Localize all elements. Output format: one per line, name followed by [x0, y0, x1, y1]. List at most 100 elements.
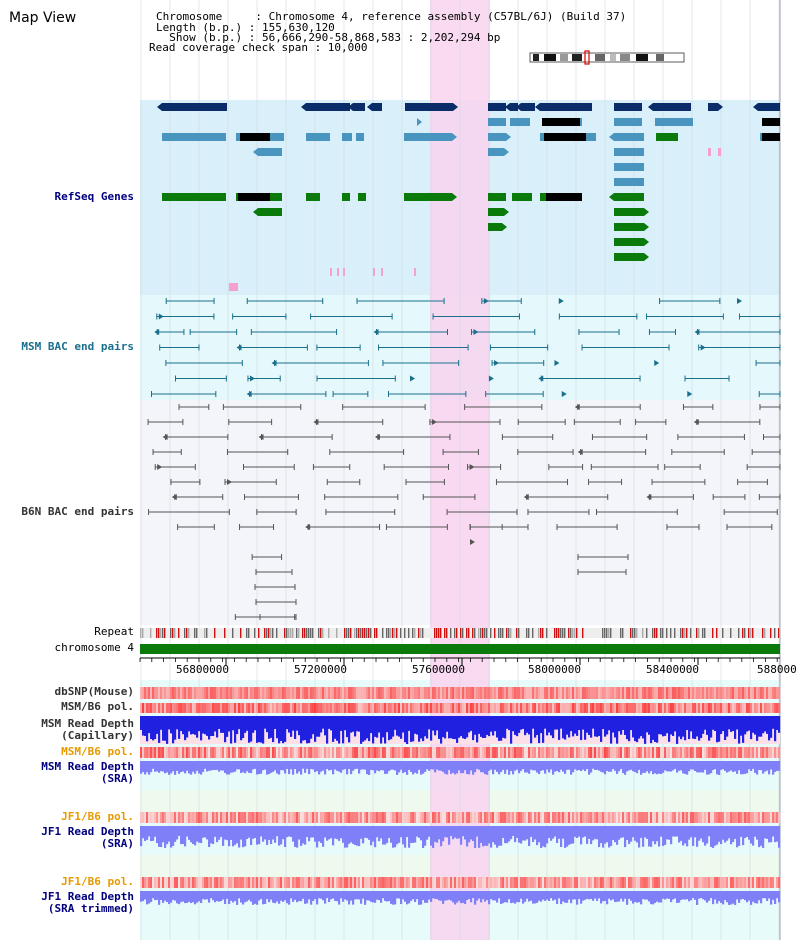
- pol-heat: [626, 877, 629, 888]
- bac-end-arrow: [687, 391, 693, 397]
- jf1-trim-depth-bar: [378, 891, 381, 901]
- track-label-jf1-b6-pol-1[interactable]: JF1/B6 pol.: [61, 810, 134, 823]
- jf1-depth-bar: [522, 826, 525, 841]
- repeat-mark: [778, 628, 780, 638]
- jf1-depth-bar: [240, 826, 243, 840]
- gene-block: [306, 193, 320, 201]
- jf1-trim-depth-bar: [772, 891, 775, 900]
- pol-heat: [230, 877, 233, 888]
- pol-heat: [466, 703, 469, 713]
- pol-heat: [228, 812, 231, 823]
- msm-sra-depth-bar: [360, 761, 363, 770]
- pol-heat: [186, 703, 189, 713]
- track-label-msm-depth-sra-1[interactable]: MSM Read Depth: [41, 760, 134, 773]
- jf1-trim-depth-bar: [396, 891, 399, 899]
- msm-cap-depth-bar: [514, 716, 517, 735]
- jf1-depth-bar: [324, 826, 327, 838]
- msm-cap-depth-bar: [142, 716, 145, 736]
- pol-heat: [524, 703, 527, 713]
- track-label-repeat[interactable]: Repeat: [94, 625, 134, 638]
- pol-heat: [710, 812, 713, 823]
- msm-cap-depth-bar: [284, 716, 287, 742]
- jf1-trim-depth-bar: [342, 891, 345, 902]
- dbsnp-heat: [140, 687, 143, 699]
- track-label-chromosome[interactable]: chromosome 4: [54, 641, 134, 654]
- msm-sra-depth-bar: [530, 761, 533, 770]
- pol-heat: [550, 812, 553, 823]
- pol-heat: [282, 877, 285, 888]
- jf1-depth-bar: [386, 826, 389, 843]
- jf1-depth-bar: [400, 826, 403, 838]
- pol-heat: [594, 877, 597, 888]
- dbsnp-heat: [746, 687, 749, 699]
- pol-heat: [186, 812, 189, 823]
- pol-heat: [434, 877, 437, 888]
- repeat-mark: [408, 628, 410, 638]
- msm-sra-depth-bar: [402, 761, 405, 773]
- pol-heat: [426, 877, 429, 888]
- dbsnp-heat: [296, 687, 299, 699]
- pol-heat: [670, 703, 673, 713]
- repeat-mark: [564, 628, 566, 638]
- pol-heat: [376, 877, 379, 888]
- pol-heat: [778, 747, 781, 758]
- pol-heat: [280, 877, 283, 888]
- dbsnp-heat: [528, 687, 531, 699]
- msm-sra-depth-bar: [364, 761, 367, 770]
- pol-heat: [592, 747, 595, 758]
- pol-heat: [352, 703, 355, 713]
- track-label-b6n-bac[interactable]: B6N BAC end pairs: [21, 505, 134, 518]
- pol-heat: [512, 747, 515, 758]
- pol-heat: [248, 747, 251, 758]
- track-label-msm-b6-pol-2[interactable]: MSM/B6 pol.: [61, 745, 134, 758]
- jf1-depth-bar: [410, 826, 413, 843]
- pol-heat: [734, 812, 737, 823]
- msm-cap-depth-bar: [190, 716, 193, 735]
- msm-sra-depth-bar: [598, 761, 601, 771]
- pol-heat: [414, 747, 417, 758]
- pol-heat: [480, 812, 483, 823]
- msm-cap-depth-bar: [340, 716, 343, 731]
- repeat-mark: [652, 628, 654, 638]
- jf1-depth-bar: [222, 826, 225, 846]
- dbsnp-heat: [232, 687, 235, 699]
- jf1-trim-depth-bar: [478, 891, 481, 899]
- track-label-dbsnp[interactable]: dbSNP(Mouse): [54, 685, 134, 698]
- pol-heat: [450, 747, 453, 758]
- msm-cap-depth-bar: [742, 716, 745, 743]
- pol-heat: [372, 812, 375, 823]
- track-label-msm-bac[interactable]: MSM BAC end pairs: [21, 340, 134, 353]
- pol-heat: [574, 812, 577, 823]
- msm-sra-depth-bar: [432, 761, 435, 770]
- pol-heat: [274, 812, 277, 823]
- msm-sra-depth-bar: [730, 761, 733, 771]
- jf1-depth-bar: [680, 826, 683, 841]
- pol-heat: [226, 877, 229, 888]
- pol-heat: [658, 877, 661, 888]
- jf1-depth-bar: [198, 826, 201, 843]
- track-label-msm-b6-pol-1[interactable]: MSM/B6 pol.: [61, 700, 134, 713]
- msm-cap-depth-bar: [704, 716, 707, 730]
- track-label-jf1-depth-1[interactable]: JF1 Read Depth: [41, 825, 134, 838]
- track-label-jf1-trim-1[interactable]: JF1 Read Depth: [41, 890, 134, 903]
- track-label-refseq[interactable]: RefSeq Genes: [54, 190, 134, 203]
- pol-heat: [762, 877, 765, 888]
- jf1-depth-bar: [712, 826, 715, 848]
- msm-sra-depth-bar: [694, 761, 697, 771]
- pol-heat: [164, 812, 167, 823]
- jf1-depth-bar: [292, 826, 295, 842]
- msm-sra-depth-bar: [626, 761, 629, 772]
- jf1-trim-depth-bar: [418, 891, 421, 905]
- jf1-depth-bar: [718, 826, 721, 842]
- track-label-msm-depth-cap-1[interactable]: MSM Read Depth: [41, 717, 134, 730]
- track-label-jf1-b6-pol-2[interactable]: JF1/B6 pol.: [61, 875, 134, 888]
- pol-heat: [588, 747, 591, 758]
- repeat-mark: [666, 628, 668, 638]
- pol-heat: [444, 703, 447, 713]
- jf1-depth-bar: [264, 826, 267, 840]
- pol-heat: [470, 877, 473, 888]
- pol-heat: [322, 703, 325, 713]
- jf1-trim-depth-bar: [612, 891, 615, 900]
- jf1-trim-depth-bar: [610, 891, 613, 901]
